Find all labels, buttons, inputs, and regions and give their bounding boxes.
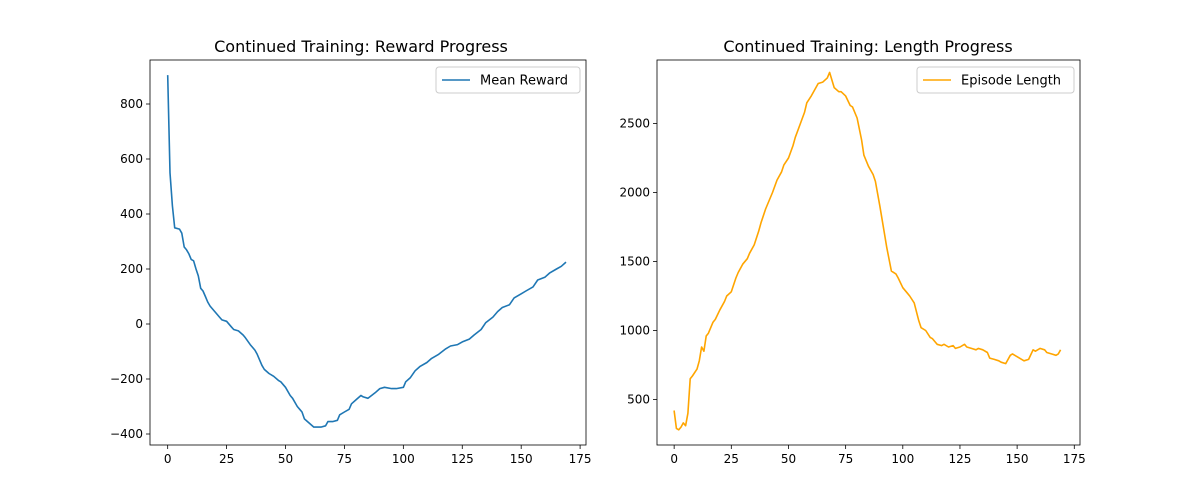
reward-x-tick-label: 0 — [164, 452, 172, 466]
length-x-tick-label: 175 — [1063, 452, 1086, 466]
reward-y-tick-label: 400 — [120, 207, 143, 221]
reward-legend-box — [435, 66, 581, 94]
length-legend: Episode Length — [916, 66, 1075, 94]
reward-y-tick-label: 600 — [120, 152, 143, 166]
reward-legend-label: Mean Reward — [480, 74, 568, 89]
length-plot-area: 0 25 50 75 100 125 150 175 500 1000 1500 2000 2500 Ep… — [619, 59, 1086, 466]
reward-x-tick-label: 75 — [337, 452, 352, 466]
length-series-line — [673, 71, 1062, 431]
reward-chart: Continued Training: Reward Progress 0 25 5… — [110, 37, 592, 466]
length-x-tick-label: 100 — [891, 452, 914, 466]
length-y-tick-label: 1000 — [619, 323, 650, 337]
reward-y-tick-label: 0 — [135, 317, 143, 331]
reward-legend: Mean Reward — [435, 66, 581, 94]
length-x-tick-label: 125 — [949, 452, 972, 466]
length-x-tick-label: 50 — [781, 452, 796, 466]
length-y-tick-label: 2500 — [619, 116, 650, 130]
length-x-tick-label: 150 — [1006, 452, 1029, 466]
length-y-tick-label: 1500 — [619, 254, 650, 268]
length-x-tick-label: 75 — [838, 452, 853, 466]
reward-y-tick-label: 200 — [120, 262, 143, 276]
length-y-tick-label: 2000 — [619, 185, 650, 199]
length-y-tick-label: 500 — [627, 392, 650, 406]
reward-x-tick-label: 125 — [451, 452, 474, 466]
length-x-tick-label: 25 — [724, 452, 739, 466]
length-legend-box — [916, 66, 1075, 94]
length-chart: Continued Training: Length Progress 0 25 5… — [619, 37, 1085, 466]
length-legend-label: Episode Length — [961, 74, 1061, 89]
reward-x-tick-label: 175 — [569, 452, 592, 466]
reward-x-tick-label: 50 — [278, 452, 293, 466]
reward-y-tick-label: −200 — [110, 372, 143, 386]
length-axes-frame — [656, 59, 1081, 446]
length-x-tick-label: 0 — [670, 452, 678, 466]
reward-y-tick-label: 800 — [120, 97, 143, 111]
reward-plot-area: 0 25 50 75 100 125 150 175 −400 −200 0 200 400 600 800… — [110, 59, 592, 466]
reward-series-line — [166, 75, 567, 428]
reward-x-tick-label: 150 — [510, 452, 533, 466]
reward-x-tick-label: 25 — [219, 452, 234, 466]
reward-axes-frame — [149, 59, 587, 446]
length-chart-title: Continued Training: Length Progress — [723, 37, 1012, 56]
reward-chart-title: Continued Training: Reward Progress — [214, 37, 508, 56]
reward-x-tick-label: 100 — [392, 452, 415, 466]
reward-y-tick-label: −400 — [110, 427, 143, 441]
